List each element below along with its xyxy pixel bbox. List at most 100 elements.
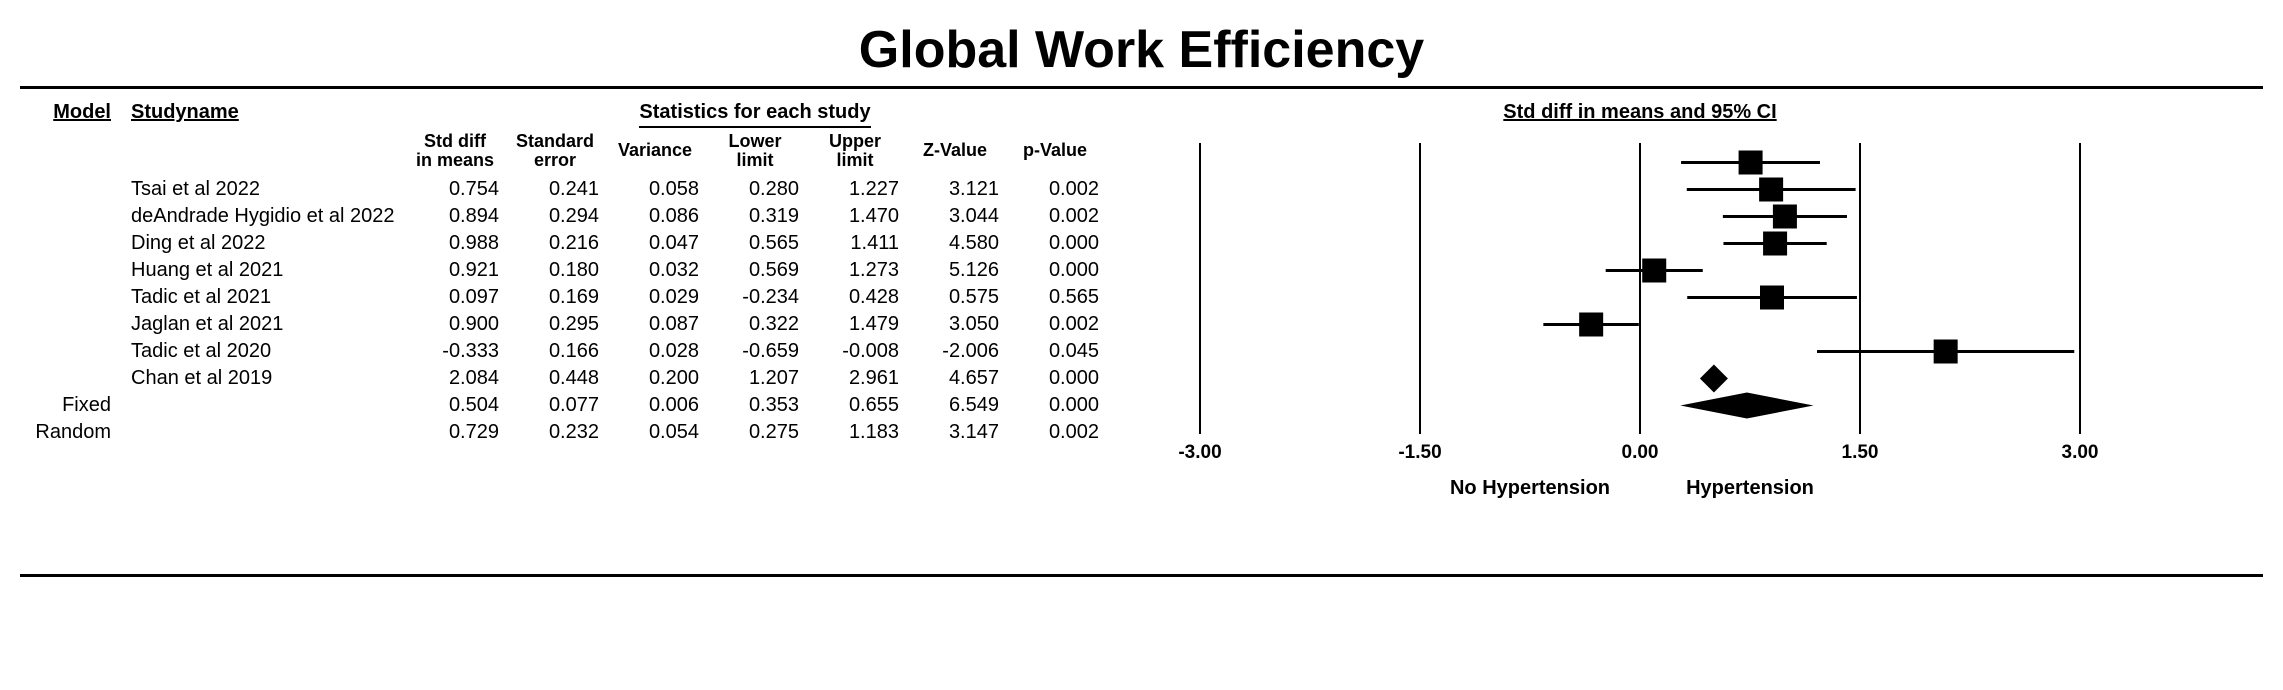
content-row: Model Studyname Statistics for each stud… <box>20 99 2263 544</box>
svg-text:No Hypertension: No Hypertension <box>1450 477 1610 499</box>
table-cell: -0.333 <box>405 338 505 365</box>
table-cell: 1.470 <box>805 203 905 230</box>
table-cell <box>20 203 125 230</box>
table-cell: 0.428 <box>805 284 905 311</box>
col-lower-header: Lowerlimit <box>705 130 805 176</box>
table-cell <box>125 419 405 446</box>
forest-plot-title: Std diff in means and 95% CI <box>1145 101 2135 124</box>
table-cell: 3.044 <box>905 203 1005 230</box>
table-cell: 1.227 <box>805 176 905 203</box>
col-stats-group-header: Statistics for each study <box>405 99 1105 130</box>
table-row: Ding et al 20220.9880.2160.0470.5651.411… <box>20 230 1105 257</box>
table-row: Jaglan et al 20210.9000.2950.0870.3221.4… <box>20 311 1105 338</box>
table-cell: 0.575 <box>905 284 1005 311</box>
table-cell: Chan et al 2019 <box>125 365 405 392</box>
table-cell: 0.280 <box>705 176 805 203</box>
table-row: Fixed0.5040.0770.0060.3530.6556.5490.000 <box>20 392 1105 419</box>
table-cell: 0.921 <box>405 257 505 284</box>
table-cell: 0.086 <box>605 203 705 230</box>
table-cell: 0.504 <box>405 392 505 419</box>
table-cell: 1.411 <box>805 230 905 257</box>
svg-text:1.50: 1.50 <box>1842 442 1879 463</box>
table-cell: 0.002 <box>1005 311 1105 338</box>
svg-text:-3.00: -3.00 <box>1178 442 1221 463</box>
page-title: Global Work Efficiency <box>20 20 2263 80</box>
table-cell: 0.000 <box>1005 392 1105 419</box>
table-cell: 0.900 <box>405 311 505 338</box>
table-cell: 0.353 <box>705 392 805 419</box>
table-cell: 0.894 <box>405 203 505 230</box>
stats-table-block: Model Studyname Statistics for each stud… <box>20 99 1105 446</box>
table-cell: Ding et al 2022 <box>125 230 405 257</box>
table-cell: 2.961 <box>805 365 905 392</box>
table-cell: Jaglan et al 2021 <box>125 311 405 338</box>
table-cell: 1.479 <box>805 311 905 338</box>
col-study-header: Studyname <box>125 99 405 176</box>
table-cell: 4.580 <box>905 230 1005 257</box>
table-cell: 0.029 <box>605 284 705 311</box>
table-cell: 1.273 <box>805 257 905 284</box>
table-cell: 1.207 <box>705 365 805 392</box>
table-cell <box>20 176 125 203</box>
col-variance-header: Variance <box>605 130 705 176</box>
table-cell: 0.232 <box>505 419 605 446</box>
table-cell: 0.180 <box>505 257 605 284</box>
table-cell: 0.322 <box>705 311 805 338</box>
forest-plot-block: Std diff in means and 95% CI -3.00-1.500… <box>1145 99 2135 544</box>
table-row: Random0.7290.2320.0540.2751.1833.1470.00… <box>20 419 1105 446</box>
table-cell: 3.050 <box>905 311 1005 338</box>
table-cell: 0.569 <box>705 257 805 284</box>
table-cell: 0.319 <box>705 203 805 230</box>
table-cell: 0.754 <box>405 176 505 203</box>
table-cell: -0.659 <box>705 338 805 365</box>
stats-table: Model Studyname Statistics for each stud… <box>20 99 1105 446</box>
table-row: deAndrade Hygidio et al 20220.8940.2940.… <box>20 203 1105 230</box>
table-cell: Tadic et al 2020 <box>125 338 405 365</box>
col-stderr-header: Standarderror <box>505 130 605 176</box>
table-cell: 0.032 <box>605 257 705 284</box>
table-cell: 0.565 <box>705 230 805 257</box>
table-cell: 0.077 <box>505 392 605 419</box>
table-cell: 0.275 <box>705 419 805 446</box>
table-cell: 0.295 <box>505 311 605 338</box>
table-cell: -0.008 <box>805 338 905 365</box>
table-cell <box>125 392 405 419</box>
table-cell: deAndrade Hygidio et al 2022 <box>125 203 405 230</box>
table-cell: 3.121 <box>905 176 1005 203</box>
table-cell: 2.084 <box>405 365 505 392</box>
table-cell: 0.000 <box>1005 257 1105 284</box>
table-cell: 3.147 <box>905 419 1005 446</box>
table-cell: 0.002 <box>1005 203 1105 230</box>
col-pvalue-header: p-Value <box>1005 130 1105 176</box>
table-cell: Random <box>20 419 125 446</box>
table-cell: 0.448 <box>505 365 605 392</box>
col-model-header: Model <box>20 99 125 176</box>
rule-bottom <box>20 574 2263 577</box>
table-cell: 4.657 <box>905 365 1005 392</box>
table-cell: 0.002 <box>1005 176 1105 203</box>
table-cell <box>20 284 125 311</box>
table-cell: 0.087 <box>605 311 705 338</box>
table-row: Tadic et al 20210.0970.1690.029-0.2340.4… <box>20 284 1105 311</box>
table-cell: 0.729 <box>405 419 505 446</box>
table-cell: 0.028 <box>605 338 705 365</box>
rule-top <box>20 86 2263 89</box>
table-cell <box>20 311 125 338</box>
table-row: Tsai et al 20220.7540.2410.0580.2801.227… <box>20 176 1105 203</box>
svg-text:Hypertension: Hypertension <box>1686 477 1814 499</box>
table-cell: 0.216 <box>505 230 605 257</box>
stats-table-body: Tsai et al 20220.7540.2410.0580.2801.227… <box>20 176 1105 446</box>
table-cell: -0.234 <box>705 284 805 311</box>
table-cell: 0.241 <box>505 176 605 203</box>
table-cell: 1.183 <box>805 419 905 446</box>
table-row: Tadic et al 2020-0.3330.1660.028-0.659-0… <box>20 338 1105 365</box>
table-cell: 6.549 <box>905 392 1005 419</box>
table-cell: 0.097 <box>405 284 505 311</box>
table-cell: 0.054 <box>605 419 705 446</box>
table-cell: 0.169 <box>505 284 605 311</box>
table-row: Chan et al 20192.0840.4480.2001.2072.961… <box>20 365 1105 392</box>
col-zvalue-header: Z-Value <box>905 130 1005 176</box>
svg-text:3.00: 3.00 <box>2062 442 2099 463</box>
col-stddiff-header: Std diffin means <box>405 130 505 176</box>
forest-plot: -3.00-1.500.001.503.00No HypertensionHyp… <box>1145 124 2135 544</box>
